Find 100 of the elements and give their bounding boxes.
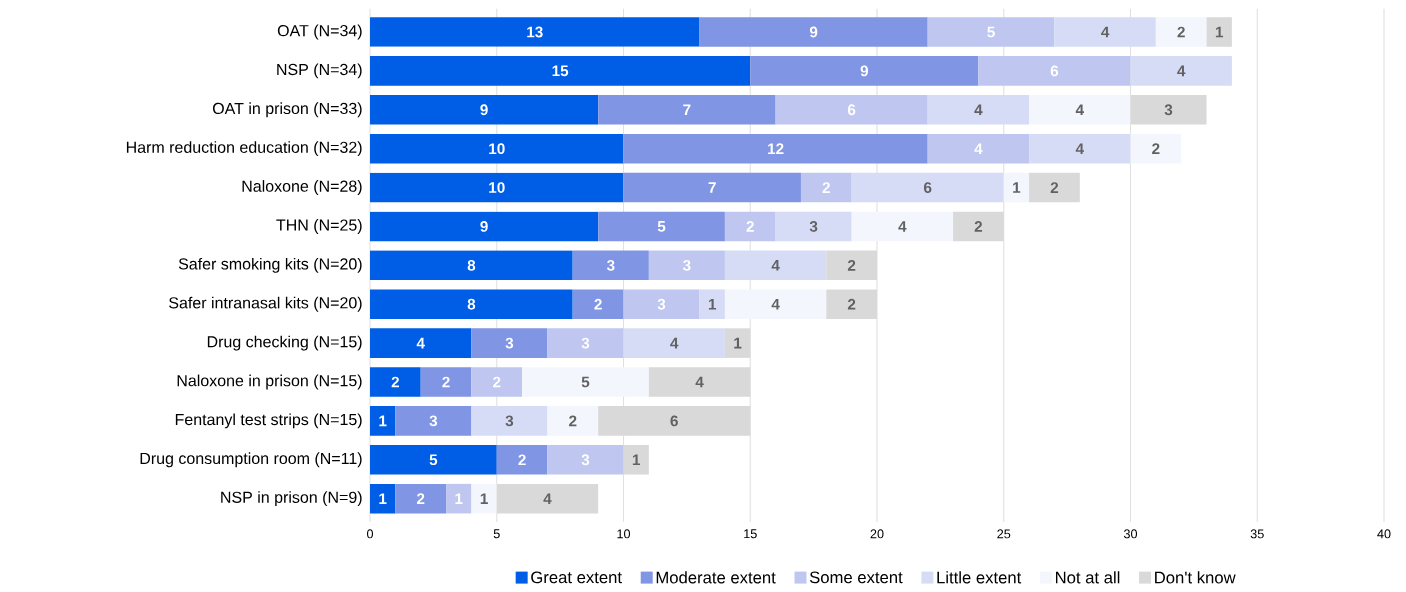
- bar: [471, 483, 497, 514]
- bar: [648, 250, 725, 281]
- data-label: 2: [1050, 182, 1059, 193]
- data-label: 6: [670, 415, 678, 427]
- y-tick-label: Safer smoking kits (N=20): [178, 257, 362, 273]
- data-label: 8: [467, 259, 476, 271]
- y-tick-label: Naloxone in prison (N=15): [177, 374, 362, 390]
- bar: [648, 367, 751, 397]
- data-label: 2: [391, 376, 399, 388]
- data-label: 2: [569, 415, 577, 427]
- x-tick-label: 10: [617, 529, 631, 539]
- data-label: 7: [683, 104, 691, 116]
- bar: [623, 289, 700, 319]
- data-label: 2: [518, 454, 526, 466]
- bar: [370, 328, 472, 358]
- y-tick-label: OAT (N=34): [277, 24, 362, 40]
- x-tick-label: 35: [1250, 529, 1264, 539]
- bar: [826, 289, 877, 319]
- data-label: 5: [581, 376, 590, 388]
- bar: [927, 95, 1030, 125]
- data-label: 2: [416, 493, 425, 505]
- x-tick-label: 15: [744, 529, 757, 539]
- bar: [623, 133, 928, 164]
- y-tick-label: OAT in prison (N=33): [212, 102, 362, 118]
- x-tick-label: 25: [997, 529, 1011, 539]
- bar: [1130, 133, 1182, 164]
- bar: [547, 445, 624, 475]
- bar: [471, 367, 523, 397]
- bar: [953, 211, 1004, 242]
- bar: [370, 445, 497, 475]
- bar: [1130, 56, 1232, 86]
- bar: [800, 172, 852, 203]
- data-label: 3: [581, 454, 590, 466]
- data-label: 2: [442, 376, 450, 388]
- bar: [572, 250, 649, 281]
- data-label: 5: [987, 26, 995, 38]
- y-tick-label: Fentanyl test strips (N=15): [175, 413, 362, 429]
- data-label: 1: [379, 493, 387, 504]
- x-tick-label: 30: [1123, 529, 1138, 539]
- data-label: 4: [1075, 104, 1084, 116]
- data-label: 10: [489, 143, 505, 155]
- data-label: 9: [480, 104, 488, 116]
- data-label: 4: [670, 337, 679, 349]
- legend-label: Don't know: [1155, 571, 1236, 584]
- bar: [623, 328, 725, 358]
- bar: [420, 367, 472, 397]
- data-label: 4: [543, 493, 552, 504]
- data-label: 3: [505, 337, 514, 349]
- legend-label: Moderate extent: [656, 571, 776, 584]
- y-tick-label: Drug checking (N=15): [207, 335, 362, 351]
- data-label: 2: [1177, 26, 1185, 38]
- bar: [522, 367, 649, 397]
- data-label: 1: [1013, 182, 1021, 193]
- bar: [370, 17, 700, 47]
- x-tick-label: 0: [366, 529, 374, 539]
- bar: [395, 406, 472, 436]
- x-tick-label: 40: [1377, 529, 1391, 539]
- data-label: 1: [455, 493, 463, 504]
- data-label: 3: [657, 298, 666, 310]
- data-label: 4: [416, 337, 425, 349]
- data-label: 4: [1101, 26, 1110, 38]
- bar: [1130, 95, 1207, 125]
- bar: [927, 133, 1030, 164]
- data-label: 9: [480, 221, 488, 232]
- bar: [1003, 172, 1030, 203]
- data-label: 3: [682, 259, 691, 271]
- data-label: 10: [489, 182, 505, 193]
- bar: [446, 483, 472, 514]
- bar: [370, 56, 751, 86]
- data-label: 2: [1152, 143, 1160, 155]
- data-label: 5: [657, 221, 666, 232]
- data-label: 1: [708, 298, 717, 310]
- bar: [547, 328, 624, 358]
- data-label: 1: [1215, 26, 1224, 38]
- data-label: 6: [1050, 65, 1059, 77]
- legend-label: Not at all: [1055, 571, 1120, 584]
- data-label: 1: [734, 337, 742, 349]
- data-label: 4: [898, 221, 907, 232]
- bar: [370, 95, 599, 125]
- bar: [370, 250, 573, 281]
- bar: [699, 17, 928, 47]
- bar: [775, 211, 852, 242]
- bar: [547, 406, 599, 436]
- bar: [1029, 95, 1131, 125]
- data-label: 4: [1177, 65, 1186, 77]
- bar: [471, 406, 548, 436]
- data-label: 4: [695, 376, 704, 388]
- bar: [699, 289, 725, 319]
- data-label: 3: [606, 259, 615, 271]
- data-label: 4: [771, 260, 780, 271]
- data-label: 15: [552, 65, 569, 77]
- data-label: 3: [581, 337, 590, 349]
- data-label: 4: [974, 143, 983, 154]
- bar: [724, 211, 776, 242]
- data-label: 1: [379, 415, 387, 427]
- data-label: 1: [480, 493, 488, 504]
- bar: [623, 172, 801, 203]
- data-label: 2: [594, 298, 602, 310]
- data-label: 2: [493, 376, 501, 388]
- data-label: 3: [505, 415, 514, 427]
